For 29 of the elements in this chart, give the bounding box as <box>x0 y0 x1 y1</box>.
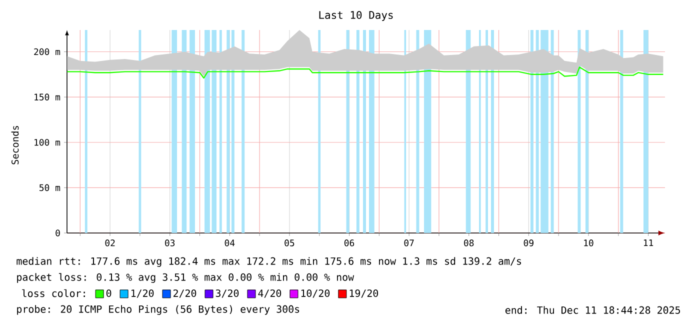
legend-label: 1/20 <box>131 289 154 298</box>
text: end: Thu Dec 11 18:44:28 2025 <box>505 306 680 314</box>
y-tick-label: 50 m <box>40 184 60 192</box>
x-tick-label: 06 <box>344 240 354 246</box>
x-tick-label: 09 <box>524 240 534 246</box>
y-tick-label: 100 m <box>34 138 60 146</box>
x-tick-label: 07 <box>404 240 414 246</box>
text: packet loss: 0.13 % avg 3.51 % max 0.00 % min 0.00 % now <box>17 273 354 283</box>
legend-label: 4/20 <box>258 289 282 298</box>
text: median rtt: 177.6 ms avg 182.4 ms max 172.2 ms min 175.6 ms now 1.3 ms sd 139.2 am/s <box>16 257 522 267</box>
legend-label: 10/20 <box>301 289 330 298</box>
chart-title: Last 10 Days <box>319 11 393 21</box>
legend-label: 19/20 <box>350 289 378 298</box>
y-axis-title: Seconds <box>11 126 19 164</box>
x-tick-label: 11 <box>644 240 654 246</box>
legend-label: 0 <box>106 289 112 297</box>
x-tick-label: 04 <box>224 240 235 246</box>
y-tick-label: 200 m <box>34 48 60 56</box>
y-tick-label: 0 <box>56 230 60 236</box>
x-tick-label: 08 <box>464 240 474 246</box>
legend-label: 3/20 <box>216 289 239 298</box>
x-tick-label: 02 <box>105 240 115 246</box>
legend-label: 2/20 <box>174 289 196 298</box>
text: probe: 20 ICMP Echo Pings (56 Bytes) every 300s <box>17 305 300 315</box>
x-tick-label: 03 <box>165 240 175 246</box>
legend-title: loss color: <box>22 289 85 298</box>
x-tick-label: 05 <box>284 240 294 246</box>
y-tick-label: 150 m <box>34 94 60 100</box>
x-tick-label: 10 <box>584 240 594 246</box>
